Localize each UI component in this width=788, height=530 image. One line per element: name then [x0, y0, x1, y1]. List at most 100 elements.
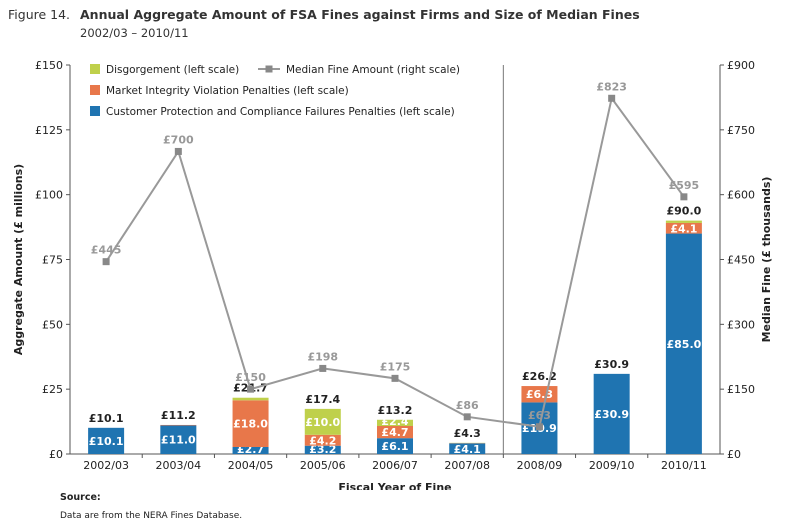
median-value-label: £86: [456, 399, 479, 412]
y2-tick-label: £600: [727, 189, 755, 202]
bar-segment: [665, 222, 702, 234]
x-tick-label: 2008/09: [517, 459, 563, 472]
chart-svg: £0 £25 £50 £75 £100 £125 £150 £0 £150 £300 £450 £60…: [12, 59, 773, 490]
median-value-label: £150: [235, 371, 266, 384]
median-point: [391, 374, 399, 382]
median-value-label: £63: [528, 409, 551, 422]
bars: £10.1£10.1£11.0£11.2£2.7£18.0£21.7£3.2£4…: [88, 205, 702, 456]
source-text: Data are from the NERA Fines Database.: [60, 511, 243, 521]
y-tick-label: £50: [42, 318, 63, 331]
x-tick-label: 2003/04: [155, 459, 201, 472]
bar-segment: [377, 419, 413, 426]
median-value-label: £445: [91, 244, 122, 257]
bar-segment: [304, 445, 341, 454]
bar-segment: [593, 373, 630, 454]
bar-total-label: £13.2: [378, 404, 413, 417]
legend-swatch: [90, 85, 100, 95]
legend: Disgorgement (left scale) Median Fine Amo…: [90, 64, 460, 118]
bar-value-label: £4.2: [309, 435, 336, 448]
median-value-label: £595: [669, 179, 700, 192]
legend-marker: [265, 65, 273, 73]
x-tick-label: 2004/05: [228, 459, 274, 472]
chart-subtitle: 2002/03 – 2010/11: [80, 26, 189, 40]
figure-label: Figure 14.: [8, 7, 71, 22]
y-tick-label: £25: [42, 383, 63, 396]
bar-value-label: £6.3: [526, 388, 553, 401]
bar-segment: [160, 425, 197, 454]
y-tick-label: £150: [35, 59, 63, 72]
median-value-label: £175: [380, 360, 411, 373]
x-tick-label: 2010/11: [661, 459, 707, 472]
source-label: Source:: [60, 492, 101, 503]
chart-title: Annual Aggregate Amount of FSA Fines aga…: [80, 7, 640, 22]
legend-swatch: [90, 106, 100, 116]
bar-value-label: £11.0: [161, 434, 196, 447]
median-value-label: £700: [163, 133, 194, 146]
legend-label: Disgorgement (left scale): [106, 64, 239, 76]
bar-segment: [232, 400, 269, 447]
axes: £0 £25 £50 £75 £100 £125 £150 £0 £150 £300 £450 £60…: [12, 59, 773, 490]
bar-segment: [304, 434, 341, 446]
y2-tick-label: £900: [727, 59, 755, 72]
bar-segment: [377, 438, 413, 454]
legend-label: Market Integrity Violation Penalties (le…: [106, 85, 349, 97]
bar-segment: [160, 424, 197, 426]
median-line: £445 £700 £150 £198 £175 £86 £63 £823 £595: [91, 80, 700, 431]
median-point: [608, 94, 616, 102]
median-point: [535, 423, 543, 431]
bar-value-label: £4.7: [381, 426, 408, 439]
bar-total-label: £11.2: [161, 409, 196, 422]
bar-total-label: £30.9: [594, 358, 629, 371]
median-value-label: £823: [596, 80, 627, 93]
y2-axis-title: Median Fine (£ thousands): [760, 177, 773, 343]
bar-value-label: £85.0: [666, 338, 701, 351]
bar-value-label: £30.9: [594, 408, 629, 421]
bar-value-label: £4.1: [454, 443, 481, 456]
y-tick-label: £100: [35, 189, 63, 202]
median-point: [102, 258, 110, 266]
bar-segment: [232, 446, 269, 454]
bar-total-label: £4.3: [454, 427, 481, 440]
bar-segment: [304, 408, 341, 435]
median-point: [463, 413, 471, 421]
y2-tick-label: £0: [727, 448, 741, 461]
y2-tick-label: £300: [727, 318, 755, 331]
legend-label: Median Fine Amount (right scale): [286, 64, 460, 76]
bar-value-label: £4.1: [670, 223, 697, 236]
x-tick-label: 2006/07: [372, 459, 418, 472]
median-point: [319, 364, 327, 372]
bar-segment: [88, 427, 125, 454]
x-tick-label: 2009/10: [589, 459, 635, 472]
bar-value-label: £10.0: [305, 416, 340, 429]
x-axis-title: Fiscal Year of Fine: [338, 481, 451, 490]
bar-segment: [449, 443, 486, 454]
bar-value-label: £10.1: [89, 435, 124, 448]
x-tick-label: 2005/06: [300, 459, 346, 472]
bar-total-label: £17.4: [305, 393, 340, 406]
median-point: [247, 385, 255, 393]
y-tick-label: £75: [42, 254, 63, 267]
bar-segment: [665, 233, 702, 454]
median-point: [680, 193, 688, 201]
bar-segment: [232, 397, 269, 401]
bar-segment: [665, 220, 702, 223]
y-tick-label: £125: [35, 124, 63, 137]
y-tick-label: £0: [49, 448, 63, 461]
bar-total-label: £90.0: [666, 205, 701, 218]
median-value-label: £198: [307, 350, 338, 363]
y2-tick-label: £150: [727, 383, 755, 396]
bar-value-label: £6.1: [381, 440, 408, 453]
bar-value-label: £2.4: [381, 415, 408, 428]
bar-segment: [377, 425, 413, 439]
x-tick-label: 2007/08: [444, 459, 490, 472]
y2-tick-label: £750: [727, 124, 755, 137]
bar-value-label: £18.0: [233, 418, 268, 431]
legend-label: Customer Protection and Compliance Failu…: [106, 106, 455, 118]
bar-total-label: £10.1: [89, 412, 124, 425]
bar-value-label: £3.2: [309, 443, 336, 456]
legend-swatch: [90, 64, 100, 74]
median-point: [174, 147, 182, 155]
y2-tick-label: £450: [727, 254, 755, 267]
y-axis-title: Aggregate Amount (£ millions): [12, 164, 25, 355]
x-tick-label: 2002/03: [83, 459, 129, 472]
